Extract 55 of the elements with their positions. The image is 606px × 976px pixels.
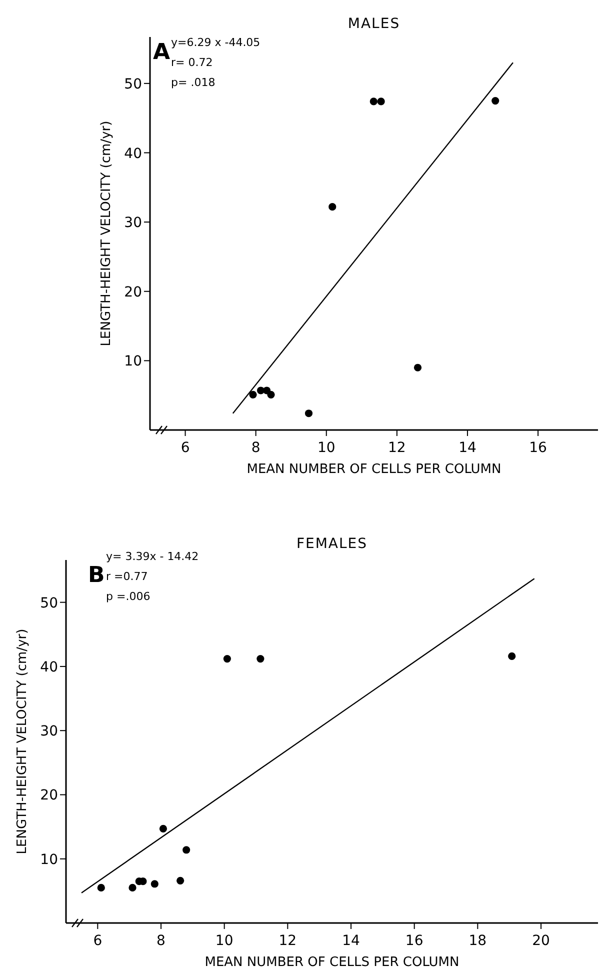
y-tick-label: 20: [40, 788, 58, 804]
x-tick-label: 10: [317, 440, 336, 456]
y-tick-label: 20: [124, 284, 142, 300]
point: [159, 824, 168, 833]
annotation: r= 0.72: [171, 56, 213, 69]
point: [223, 654, 231, 663]
x-tick-label: 8: [156, 933, 166, 949]
x-tick-label: 10: [215, 933, 234, 949]
point: [249, 390, 257, 398]
point: [150, 880, 158, 888]
point: [508, 652, 516, 660]
point: [304, 410, 313, 418]
point: [370, 98, 378, 106]
chart-title: FEMALES: [296, 536, 368, 552]
y-axis-title: LENGTH-HEIGHT VELOCITY (cm/yr): [15, 628, 30, 854]
x-tick-label: 8: [251, 440, 260, 456]
point: [377, 98, 385, 106]
x-tick-label: 14: [458, 440, 476, 456]
annotation: B: [88, 563, 105, 588]
annotation: A: [153, 40, 170, 65]
annotation: r =0.77: [106, 570, 148, 583]
annotation: y=6.29 x -44.05: [171, 36, 260, 49]
annotation: y= 3.39x - 14.42: [106, 550, 199, 563]
x-axis-title: MEAN NUMBER OF CELLS PER COLUMN: [246, 462, 502, 477]
x-axis-title: MEAN NUMBER OF CELLS PER COLUMN: [204, 955, 460, 970]
y-tick-label: 30: [40, 724, 58, 740]
x-tick-label: 6: [93, 933, 102, 949]
x-tick-label: 12: [388, 440, 406, 456]
point: [128, 884, 136, 892]
y-axis-title: LENGTH-HEIGHT VELOCITY (cm/yr): [99, 120, 114, 346]
annotation: p =.006: [106, 590, 150, 603]
x-tick-label: 16: [405, 933, 424, 949]
point: [492, 96, 500, 105]
x-tick-label: 12: [278, 933, 297, 949]
x-tick-label: 20: [532, 933, 550, 949]
x-tick-label: 16: [529, 440, 548, 456]
point: [182, 846, 190, 854]
y-tick-label: 10: [40, 852, 58, 868]
y-tick-label: 10: [124, 354, 142, 370]
point: [267, 390, 275, 398]
y-tick-label: 40: [124, 146, 142, 162]
x-tick-label: 6: [180, 440, 190, 456]
point: [256, 654, 264, 663]
x-tick-label: 18: [468, 933, 487, 949]
y-tick-label: 40: [40, 659, 58, 676]
point: [176, 876, 184, 884]
x-tick-label: 14: [342, 933, 360, 949]
y-tick-label: 30: [124, 215, 142, 232]
annotation: p= .018: [171, 76, 216, 89]
point: [414, 364, 422, 372]
point: [328, 203, 336, 211]
y-tick-label: 50: [124, 76, 142, 92]
y-tick-label: 50: [40, 595, 58, 612]
chart-title: MALES: [348, 16, 400, 32]
point: [97, 884, 105, 892]
